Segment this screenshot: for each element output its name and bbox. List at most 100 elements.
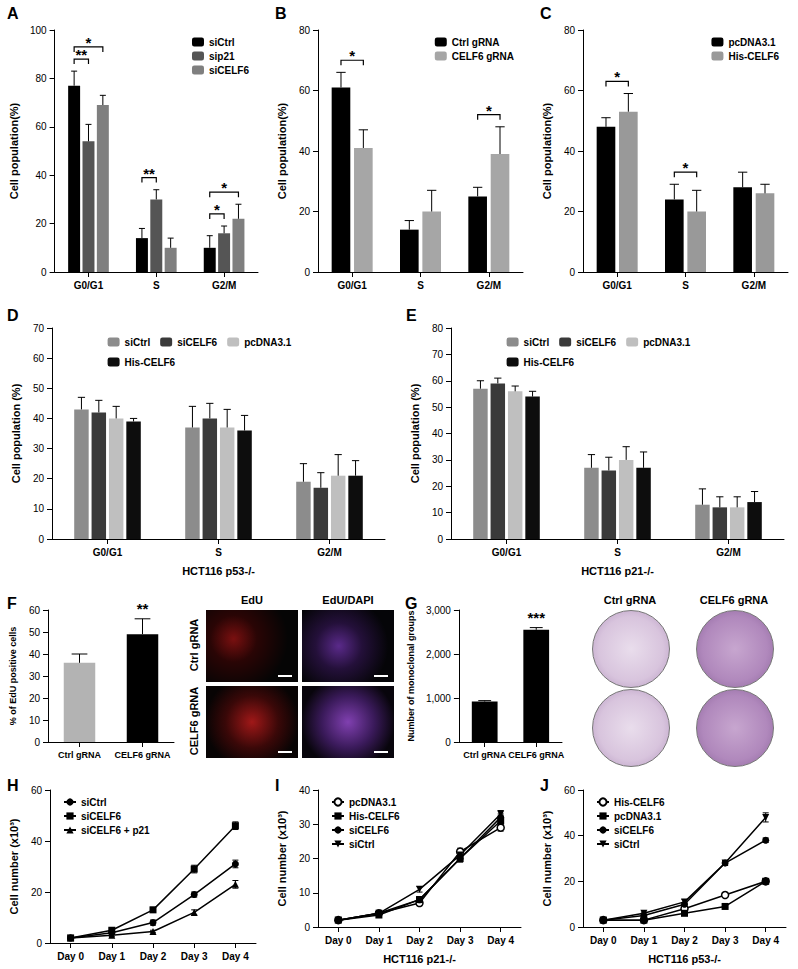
svg-text:siCtrl: siCtrl <box>614 839 640 850</box>
svg-text:***: *** <box>527 609 545 626</box>
svg-text:60: 60 <box>299 85 311 96</box>
svg-text:60: 60 <box>564 785 576 796</box>
svg-text:*: * <box>683 159 689 176</box>
svg-text:siCELF6 + p21: siCELF6 + p21 <box>81 825 150 836</box>
svg-text:siCtrl: siCtrl <box>125 337 151 348</box>
svg-text:Day 3: Day 3 <box>181 951 208 962</box>
svg-text:0: 0 <box>445 737 451 748</box>
svg-text:His-CELF6: His-CELF6 <box>614 797 665 808</box>
svg-text:S: S <box>417 280 424 291</box>
svg-text:G0/G1: G0/G1 <box>492 547 522 558</box>
svg-text:40: 40 <box>35 170 47 181</box>
svg-text:Ctrl gRNA: Ctrl gRNA <box>463 750 506 760</box>
svg-text:E: E <box>406 307 417 324</box>
svg-text:Cell population(%): Cell population(%) <box>541 102 553 199</box>
svg-text:I: I <box>275 777 279 794</box>
svg-text:G2/M: G2/M <box>477 280 501 291</box>
svg-text:S: S <box>682 280 689 291</box>
svg-text:siCELF6: siCELF6 <box>349 825 389 836</box>
svg-text:60: 60 <box>33 353 45 364</box>
svg-text:80: 80 <box>564 25 576 36</box>
svg-text:Day 2: Day 2 <box>671 935 698 946</box>
svg-text:pcDNA3.1: pcDNA3.1 <box>614 811 662 822</box>
svg-text:30: 30 <box>29 671 41 682</box>
svg-text:C: C <box>540 5 552 22</box>
svg-text:siCtrl: siCtrl <box>209 37 235 48</box>
svg-text:80: 80 <box>299 25 311 36</box>
svg-text:siCELF6: siCELF6 <box>576 337 616 348</box>
svg-text:10: 10 <box>29 715 41 726</box>
svg-text:40: 40 <box>299 146 311 157</box>
svg-text:D: D <box>7 307 19 324</box>
svg-text:G0/G1: G0/G1 <box>93 547 123 558</box>
svg-text:F: F <box>7 595 17 612</box>
svg-text:0: 0 <box>569 922 575 933</box>
svg-text:*: * <box>349 47 355 64</box>
svg-text:20: 20 <box>35 218 47 229</box>
svg-text:40: 40 <box>33 413 45 424</box>
svg-text:30: 30 <box>432 454 444 465</box>
svg-text:siCELF6: siCELF6 <box>209 65 249 76</box>
svg-text:Day 4: Day 4 <box>752 935 779 946</box>
svg-text:Day 2: Day 2 <box>406 935 433 946</box>
svg-text:20: 20 <box>299 853 311 864</box>
svg-text:J: J <box>540 777 549 794</box>
svg-text:H: H <box>7 777 19 794</box>
svg-text:70: 70 <box>33 323 45 334</box>
svg-text:20: 20 <box>564 206 576 217</box>
svg-text:A: A <box>7 5 19 22</box>
svg-text:HCT116 p21-/-: HCT116 p21-/- <box>383 953 456 965</box>
svg-text:G2/M: G2/M <box>212 280 236 291</box>
svg-text:60: 60 <box>29 605 41 616</box>
svg-text:His-CELF6: His-CELF6 <box>125 357 176 368</box>
svg-text:siCELF6: siCELF6 <box>177 337 217 348</box>
svg-text:siCELF6: siCELF6 <box>81 811 121 822</box>
svg-text:60: 60 <box>432 375 444 386</box>
svg-text:Cell population (%): Cell population (%) <box>409 383 421 483</box>
svg-text:*: * <box>214 201 220 218</box>
svg-text:Day 0: Day 0 <box>325 935 352 946</box>
svg-text:Day 1: Day 1 <box>631 935 658 946</box>
svg-text:G: G <box>405 595 417 612</box>
svg-text:0: 0 <box>304 922 310 933</box>
svg-text:30: 30 <box>33 443 45 454</box>
svg-text:0: 0 <box>34 737 40 748</box>
svg-text:0: 0 <box>304 267 310 278</box>
svg-text:His-CELF6: His-CELF6 <box>524 357 575 368</box>
svg-text:G0/G1: G0/G1 <box>74 280 104 291</box>
svg-text:Cell population(%): Cell population(%) <box>276 102 288 199</box>
svg-text:Cell population (%): Cell population (%) <box>10 383 22 483</box>
svg-text:2,000: 2,000 <box>426 649 451 660</box>
svg-text:*: * <box>486 102 492 119</box>
svg-text:60: 60 <box>564 85 576 96</box>
svg-text:Cell number (x10³): Cell number (x10³) <box>276 810 288 906</box>
svg-text:50: 50 <box>29 627 41 638</box>
svg-text:0: 0 <box>36 938 42 949</box>
svg-text:40: 40 <box>31 836 43 847</box>
svg-text:G2/M: G2/M <box>317 547 341 558</box>
svg-text:100: 100 <box>30 25 47 36</box>
svg-text:pcDNA3.1: pcDNA3.1 <box>349 797 397 808</box>
svg-text:Ctrl gRNA: Ctrl gRNA <box>58 750 101 760</box>
svg-text:Day 1: Day 1 <box>366 935 393 946</box>
svg-text:*: * <box>221 179 227 196</box>
svg-text:Cell number (x10³): Cell number (x10³) <box>8 818 20 914</box>
svg-text:0: 0 <box>437 534 443 545</box>
svg-text:Day 4: Day 4 <box>487 935 514 946</box>
svg-text:G0/G1: G0/G1 <box>337 280 367 291</box>
svg-text:S: S <box>215 547 222 558</box>
svg-text:pcDNA3.1: pcDNA3.1 <box>244 337 292 348</box>
svg-text:HCT116 p21-/-: HCT116 p21-/- <box>581 565 654 577</box>
svg-text:40: 40 <box>29 649 41 660</box>
svg-text:S: S <box>153 280 160 291</box>
svg-text:40: 40 <box>299 785 311 796</box>
svg-text:siCtrl: siCtrl <box>349 839 375 850</box>
svg-text:Day 1: Day 1 <box>98 951 125 962</box>
svg-text:Day 3: Day 3 <box>712 935 739 946</box>
svg-text:His-CELF6: His-CELF6 <box>349 811 400 822</box>
svg-text:10: 10 <box>432 507 444 518</box>
svg-text:Cell population(%): Cell population(%) <box>8 102 20 199</box>
svg-text:Day 3: Day 3 <box>447 935 474 946</box>
svg-text:siCtrl: siCtrl <box>81 797 107 808</box>
svg-text:50: 50 <box>432 402 444 413</box>
